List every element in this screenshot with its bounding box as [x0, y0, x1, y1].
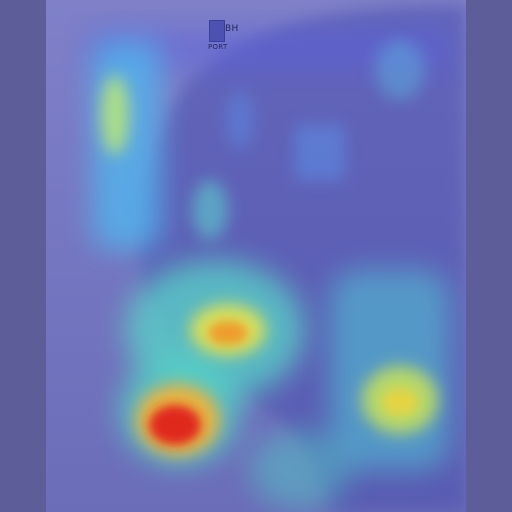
heat-region-left-column-core	[101, 75, 129, 155]
right-margin	[466, 0, 512, 512]
heat-region-upper-mid	[295, 125, 345, 180]
side-marker-label: BH	[225, 24, 239, 34]
heat-region-peak	[149, 405, 201, 445]
heat-region-spine-top	[192, 180, 228, 240]
heat-region-upper-center	[225, 90, 255, 150]
position-label: PORT	[208, 43, 228, 51]
heat-region-bottom-center	[250, 430, 350, 510]
heat-region-left-column	[92, 40, 162, 250]
left-margin	[0, 0, 46, 512]
heat-region-mid-orange	[208, 321, 248, 345]
heat-region-upper-right	[375, 40, 425, 100]
side-marker-box	[209, 20, 225, 42]
heat-region-right-core	[382, 388, 418, 416]
